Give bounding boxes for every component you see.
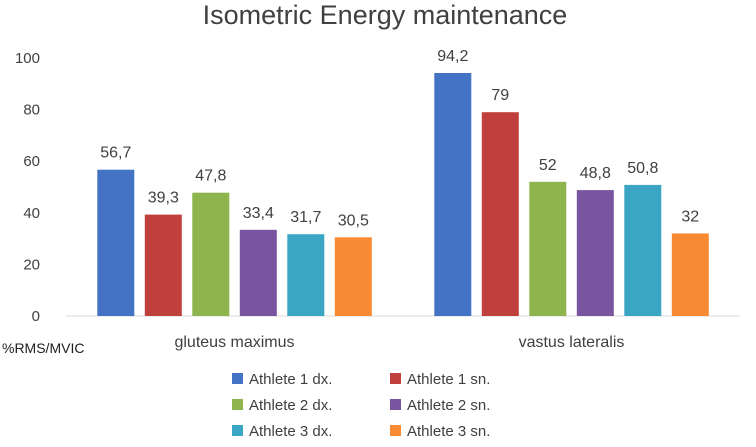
data-label: 94,2 <box>437 48 468 65</box>
legend-entry: Athlete 3 sn. <box>407 423 490 440</box>
bar-0-3 <box>239 229 277 316</box>
data-label: 30,5 <box>338 212 369 229</box>
data-label: 32 <box>681 208 699 225</box>
legend-entry: Athlete 2 dx. <box>249 397 332 414</box>
y-tick-label: 20 <box>23 256 40 273</box>
legend-entry: Athlete 3 dx. <box>249 423 332 440</box>
y-tick-label: 0 <box>32 308 40 325</box>
y-axis-title: %RMS/MVIC <box>2 340 84 356</box>
bar-1-4 <box>624 184 662 316</box>
bars <box>97 73 709 316</box>
bar-0-5 <box>334 237 372 316</box>
legend-swatch <box>390 425 401 436</box>
legend: Athlete 1 dx. Athlete 1 sn. Athlete 2 dx. A… <box>232 371 490 440</box>
legend-entry: Athlete 2 sn. <box>407 397 490 414</box>
bar-1-5 <box>671 233 709 316</box>
legend-entry: Athlete 1 sn. <box>407 371 490 388</box>
legend-swatch <box>390 373 401 384</box>
bar-0-0 <box>97 169 135 316</box>
category-label: vastus lateralis <box>519 334 625 351</box>
bar-0-4 <box>287 234 325 316</box>
legend-swatch <box>232 425 243 436</box>
bar-1-3 <box>576 190 614 316</box>
legend-swatch <box>390 399 401 410</box>
data-label: 79 <box>491 87 509 104</box>
bar-1-2 <box>529 181 567 316</box>
y-axis: 0 20 40 60 80 100 <box>15 50 40 325</box>
y-tick-label: 60 <box>23 153 40 170</box>
category-label: gluteus maximus <box>174 334 294 351</box>
data-label: 31,7 <box>290 209 321 226</box>
data-label: 33,4 <box>243 205 274 222</box>
data-label: 47,8 <box>195 168 226 185</box>
bar-1-0 <box>434 73 472 316</box>
bar-1-1 <box>481 112 519 316</box>
chart-title: Isometric Energy maintenance <box>203 0 568 30</box>
legend-swatch <box>232 399 243 410</box>
legend-entry: Athlete 1 dx. <box>249 371 332 388</box>
category-labels: gluteus maximus vastus lateralis <box>174 334 624 351</box>
bar-0-2 <box>192 192 230 316</box>
y-tick-label: 100 <box>15 50 40 67</box>
y-tick-label: 40 <box>23 205 40 222</box>
bar-0-1 <box>144 214 182 316</box>
data-label: 56,7 <box>100 145 131 162</box>
data-labels: 56,7 39,3 47,8 33,4 31,7 30,5 94,2 79 52 48,8 50,8… <box>100 48 699 229</box>
data-label: 39,3 <box>148 190 179 207</box>
legend-swatch <box>232 373 243 384</box>
data-label: 52 <box>539 157 557 174</box>
y-tick-label: 80 <box>23 102 40 119</box>
data-label: 48,8 <box>580 165 611 182</box>
data-label: 50,8 <box>627 160 658 177</box>
